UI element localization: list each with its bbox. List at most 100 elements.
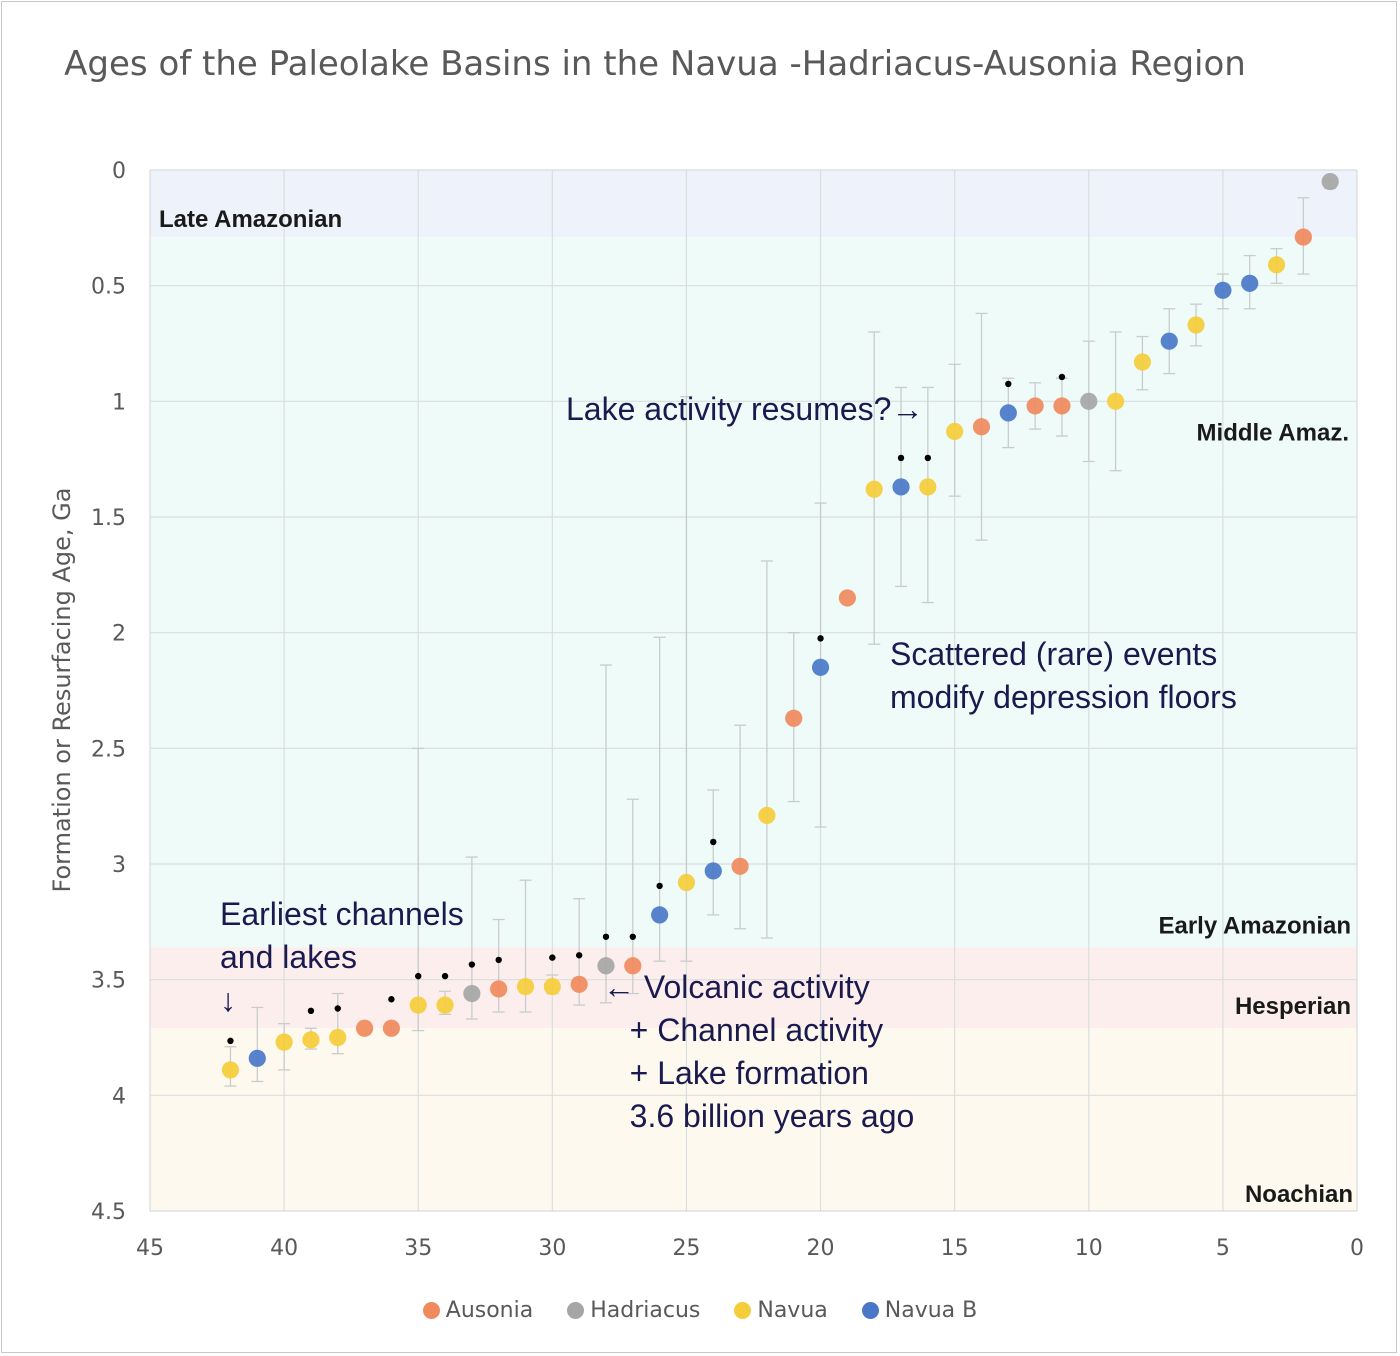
data-point [946,422,964,441]
data-point [329,1028,347,1047]
marker-dot [897,454,905,462]
marker-dot [710,838,717,846]
data-point [382,1019,400,1037]
legend-swatch [861,1301,879,1319]
data-point [999,404,1017,422]
data-point [731,857,749,875]
marker-dot [468,961,476,968]
data-point [758,806,776,825]
marker-dot [549,954,556,961]
x-tick-label: 10 [1075,1236,1103,1261]
data-point [811,658,830,676]
data-point [221,1061,240,1079]
data-point [892,478,910,496]
marker-dot [817,635,824,642]
legend-item: Navua [734,1294,828,1326]
data-point [651,906,669,924]
data-point [248,1049,266,1067]
data-point [972,418,991,436]
x-tick-label: 45 [136,1236,164,1261]
marker-dot [441,972,449,980]
x-tick-label: 30 [538,1236,566,1261]
band-3 [150,947,1357,1029]
data-point [785,709,803,727]
data-point [704,862,722,880]
data-point [302,1031,320,1049]
legend-item: Hadriacus [567,1294,700,1326]
marker-dot [629,933,636,940]
series-hadriacus [463,172,1339,1020]
data-point [624,957,642,975]
band-label: Early Amazonian [1158,912,1351,939]
band-2 [150,484,1357,948]
band-label: Late Amazonian [159,206,342,233]
legend-label: Navua B [884,1297,978,1323]
data-point [1241,274,1259,292]
data-point [570,975,588,993]
x-tick-label: 25 [672,1236,700,1261]
data-point [409,996,427,1014]
x-tick-label: 35 [404,1236,432,1261]
data-point [677,873,696,892]
y-tick-label: 3 [112,853,126,878]
data-point [1321,172,1339,191]
band-label: Middle Amaz. [1197,420,1349,447]
annotation-earliest-channels: Earliest channels and lakes ↓ [220,896,464,1018]
y-tick-label: 0 [112,159,126,184]
data-point [463,984,481,1003]
data-point [1080,392,1098,410]
x-tick-label: 40 [270,1236,298,1261]
data-point [355,1019,374,1037]
y-tick-label: 4.5 [91,1200,126,1225]
data-point [490,980,508,998]
data-point [1160,332,1178,350]
legend-swatch [567,1301,585,1319]
band-4 [150,1028,1357,1211]
marker-dot [924,454,932,462]
data-point [436,996,454,1014]
data-point [1214,281,1232,299]
x-tick-label: 0 [1350,1236,1364,1261]
legend-label: Hadriacus [590,1297,701,1323]
data-point [838,589,856,607]
data-point [919,478,937,496]
band-label: Hesperian [1235,993,1351,1020]
annotation-lake-resumes: Lake activity resumes?→ [566,391,924,427]
legend-item: Ausonia [422,1294,533,1326]
legend-label: Navua [757,1297,828,1323]
y-tick-label: 2 [112,622,126,647]
y-tick-label: 0.5 [91,275,126,300]
marker-dot [495,956,502,964]
data-point [1107,392,1125,410]
x-tick-label: 20 [807,1236,835,1261]
annotation-volcanic-activity: ← Volcanic activity + Channel activity +… [603,969,915,1134]
marker-dot [1058,373,1066,381]
marker-dot [575,952,583,959]
marker-dot [307,1007,315,1015]
marker-dot [415,972,422,980]
data-point [516,978,535,996]
marker-dot [656,882,663,890]
legend-swatch [734,1301,752,1319]
band-0 [150,170,1357,238]
marker-dot [227,1037,234,1045]
y-tick-label: 4 [112,1084,126,1109]
y-tick-label: 2.5 [91,737,126,762]
band-1 [150,237,1357,485]
data-point [1053,397,1071,415]
marker-dot [1005,380,1012,388]
annotation-scattered-events: Scattered (rare) events modify depressio… [890,636,1237,715]
plot-area [149,169,1358,1212]
x-tick-label: 5 [1216,1236,1230,1261]
data-point [543,978,561,996]
data-point [1267,256,1286,274]
marker-dot [602,933,610,940]
series-ausonia [355,197,1312,1037]
marker-dot [388,996,395,1003]
series-navua [221,248,1286,1087]
y-tick-label: 1 [112,390,126,415]
y-tick-label: 1.5 [91,506,126,531]
band-label: Noachian [1245,1181,1353,1208]
legend: Ausonia Hadriacus Navua Navua B [0,1294,1400,1326]
